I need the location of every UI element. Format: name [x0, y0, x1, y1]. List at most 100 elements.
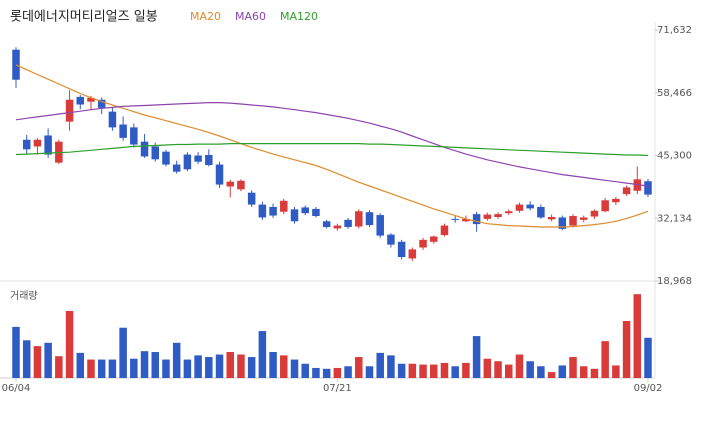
- volume-bar: [119, 327, 127, 378]
- candle-body: [622, 187, 631, 195]
- candle-body: [151, 146, 160, 160]
- candle-body: [365, 212, 374, 226]
- volume-label: 거래량: [10, 290, 38, 302]
- candle-body: [258, 204, 267, 218]
- candle-body: [108, 111, 117, 128]
- candle-body: [344, 219, 352, 227]
- volume-bar: [344, 366, 352, 378]
- candle-body: [205, 155, 213, 166]
- volume-bar: [172, 342, 181, 378]
- volume-bar: [194, 355, 202, 378]
- volume-bar: [355, 357, 363, 378]
- candle-body: [247, 192, 256, 205]
- candle-body: [290, 209, 299, 222]
- volume-bar: [215, 354, 224, 378]
- candle-body: [612, 198, 620, 203]
- legend-entry: MA60: [235, 10, 266, 23]
- ma-line: [15, 143, 649, 157]
- candle-body: [119, 124, 127, 138]
- volume-bar: [504, 364, 513, 378]
- candle-body: [483, 214, 492, 219]
- volume-bar: [55, 356, 63, 378]
- volume-bar: [140, 351, 149, 378]
- candle-body: [376, 215, 384, 236]
- volume-bar: [183, 359, 192, 378]
- volume-bar: [430, 364, 438, 378]
- candle-body: [140, 141, 149, 157]
- candle-body: [172, 164, 181, 172]
- candle-body: [590, 210, 599, 217]
- volume-bar: [419, 364, 427, 378]
- chart-title: 롯데에너지머티리얼즈 일봉: [10, 10, 158, 25]
- volume-bar: [44, 342, 52, 378]
- x-tick-label: 06/04: [2, 383, 31, 394]
- volume-bar: [644, 337, 652, 378]
- candle-body: [87, 97, 95, 102]
- y-tick-label: 58,466: [657, 88, 692, 99]
- volume-bar: [280, 355, 288, 378]
- y-tick-label: 32,134: [657, 213, 692, 224]
- candle-body: [601, 200, 609, 212]
- candle-body: [65, 99, 74, 122]
- candle-body: [644, 181, 652, 195]
- candle-body: [269, 206, 277, 216]
- volume-bar: [633, 294, 642, 378]
- volume-bar: [33, 346, 42, 378]
- volume-bar: [547, 372, 556, 378]
- y-tick-label: 71,632: [657, 25, 692, 36]
- volume-bar: [558, 365, 567, 378]
- candle-body: [579, 217, 588, 220]
- candle-body: [44, 135, 52, 155]
- candle-body: [130, 127, 138, 145]
- volume-bar: [258, 331, 267, 378]
- x-tick-label: 07/21: [323, 383, 352, 394]
- candle-body: [312, 208, 320, 217]
- candle-body: [515, 204, 524, 211]
- candle-body: [183, 154, 192, 170]
- volume-bar: [451, 366, 459, 378]
- x-tick-label: 09/02: [634, 383, 663, 394]
- volume-bar: [526, 361, 534, 378]
- volume-bar: [537, 366, 545, 378]
- volume-bar: [494, 361, 502, 378]
- candle-body: [419, 239, 427, 248]
- volume-bar: [22, 340, 31, 378]
- volume-bar: [226, 352, 234, 378]
- volume-bar: [333, 367, 342, 378]
- volume-bar: [312, 367, 320, 378]
- candle-body: [355, 211, 363, 227]
- volume-bar: [97, 359, 106, 378]
- candle-body: [430, 236, 438, 242]
- candle-body: [333, 225, 342, 229]
- volume-bar: [76, 352, 85, 378]
- volume-bar: [408, 363, 417, 378]
- volume-bar: [515, 354, 524, 378]
- candle-body: [494, 214, 502, 217]
- volume-bar: [569, 357, 577, 378]
- volume-bar: [601, 341, 609, 378]
- volume-bar: [462, 362, 470, 378]
- volume-bar: [590, 368, 599, 378]
- volume-bar: [108, 359, 117, 378]
- volume-bar: [130, 358, 138, 378]
- volume-bar: [205, 357, 213, 378]
- volume-bar: [376, 352, 384, 378]
- candle-body: [504, 211, 513, 214]
- candle-body: [301, 207, 309, 214]
- candle-body: [408, 249, 417, 259]
- candle-body: [537, 206, 545, 218]
- volume-bar: [247, 357, 256, 378]
- candle-body: [237, 180, 245, 190]
- candle-body: [558, 217, 567, 229]
- candle-body: [226, 181, 234, 187]
- candle-body: [12, 49, 20, 80]
- volume-bar: [301, 363, 309, 378]
- y-tick-label: 18,968: [657, 276, 692, 287]
- candle-body: [76, 96, 85, 105]
- candle-body: [547, 216, 556, 220]
- volume-bar: [387, 355, 395, 378]
- legend-entry: MA120: [280, 10, 318, 23]
- candle-body: [280, 200, 288, 212]
- candle-body: [322, 221, 331, 227]
